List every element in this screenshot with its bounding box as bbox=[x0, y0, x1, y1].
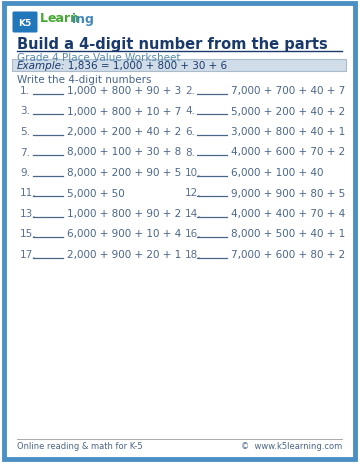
Text: 6,000 + 900 + 10 + 4: 6,000 + 900 + 10 + 4 bbox=[67, 229, 181, 239]
Text: 3,000 + 800 + 40 + 1: 3,000 + 800 + 40 + 1 bbox=[231, 127, 345, 137]
Text: 16.: 16. bbox=[185, 229, 202, 239]
Text: Example:: Example: bbox=[17, 61, 65, 71]
Text: Grade 4 Place Value Worksheet: Grade 4 Place Value Worksheet bbox=[17, 53, 181, 63]
Text: 8,000 + 100 + 30 + 8: 8,000 + 100 + 30 + 8 bbox=[67, 147, 181, 157]
Text: 17.: 17. bbox=[20, 250, 37, 259]
Text: 5,000 + 200 + 40 + 2: 5,000 + 200 + 40 + 2 bbox=[231, 106, 345, 116]
Text: 4.: 4. bbox=[185, 106, 195, 116]
Text: 6.: 6. bbox=[185, 127, 195, 137]
Text: 7.: 7. bbox=[20, 147, 30, 157]
Text: Online reading & math for K-5: Online reading & math for K-5 bbox=[17, 442, 143, 450]
Text: 1,000 + 800 + 90 + 3: 1,000 + 800 + 90 + 3 bbox=[67, 86, 181, 96]
Text: 1,000 + 800 + 10 + 7: 1,000 + 800 + 10 + 7 bbox=[67, 106, 181, 116]
Text: 7,000 + 600 + 80 + 2: 7,000 + 600 + 80 + 2 bbox=[231, 250, 345, 259]
Text: ing: ing bbox=[72, 13, 94, 25]
Text: 10.: 10. bbox=[185, 168, 201, 178]
Text: earn: earn bbox=[47, 13, 79, 25]
Text: 14.: 14. bbox=[185, 208, 202, 219]
Text: 6,000 + 100 + 40: 6,000 + 100 + 40 bbox=[231, 168, 323, 178]
Text: 9.: 9. bbox=[20, 168, 30, 178]
Text: 2,000 + 200 + 40 + 2: 2,000 + 200 + 40 + 2 bbox=[67, 127, 181, 137]
Text: 2.: 2. bbox=[185, 86, 195, 96]
Text: 8,000 + 500 + 40 + 1: 8,000 + 500 + 40 + 1 bbox=[231, 229, 345, 239]
Text: 5,000 + 50: 5,000 + 50 bbox=[67, 188, 125, 198]
FancyBboxPatch shape bbox=[4, 4, 355, 459]
Text: 12.: 12. bbox=[185, 188, 202, 198]
Text: 7,000 + 700 + 40 + 7: 7,000 + 700 + 40 + 7 bbox=[231, 86, 345, 96]
Text: 1,000 + 800 + 90 + 2: 1,000 + 800 + 90 + 2 bbox=[67, 208, 181, 219]
Text: 3.: 3. bbox=[20, 106, 30, 116]
Text: 13.: 13. bbox=[20, 208, 37, 219]
Text: Write the 4-digit numbers: Write the 4-digit numbers bbox=[17, 75, 151, 85]
Text: 1.: 1. bbox=[20, 86, 30, 96]
Text: 1,836 = 1,000 + 800 + 30 + 6: 1,836 = 1,000 + 800 + 30 + 6 bbox=[58, 61, 227, 71]
Text: 5.: 5. bbox=[20, 127, 30, 137]
Text: 8,000 + 200 + 90 + 5: 8,000 + 200 + 90 + 5 bbox=[67, 168, 181, 178]
Text: 18.: 18. bbox=[185, 250, 202, 259]
Text: 9,000 + 900 + 80 + 5: 9,000 + 900 + 80 + 5 bbox=[231, 188, 345, 198]
Text: K5: K5 bbox=[18, 19, 32, 27]
FancyBboxPatch shape bbox=[13, 13, 37, 33]
Text: 4,000 + 400 + 70 + 4: 4,000 + 400 + 70 + 4 bbox=[231, 208, 345, 219]
Text: 8.: 8. bbox=[185, 147, 195, 157]
Text: ©  www.k5learning.com: © www.k5learning.com bbox=[241, 442, 342, 450]
Text: 2,000 + 900 + 20 + 1: 2,000 + 900 + 20 + 1 bbox=[67, 250, 181, 259]
Text: Build a 4-digit number from the parts: Build a 4-digit number from the parts bbox=[17, 38, 328, 52]
Text: L: L bbox=[40, 13, 48, 25]
FancyBboxPatch shape bbox=[12, 60, 346, 72]
Text: 11.: 11. bbox=[20, 188, 37, 198]
Text: 4,000 + 600 + 70 + 2: 4,000 + 600 + 70 + 2 bbox=[231, 147, 345, 157]
Text: 15.: 15. bbox=[20, 229, 37, 239]
